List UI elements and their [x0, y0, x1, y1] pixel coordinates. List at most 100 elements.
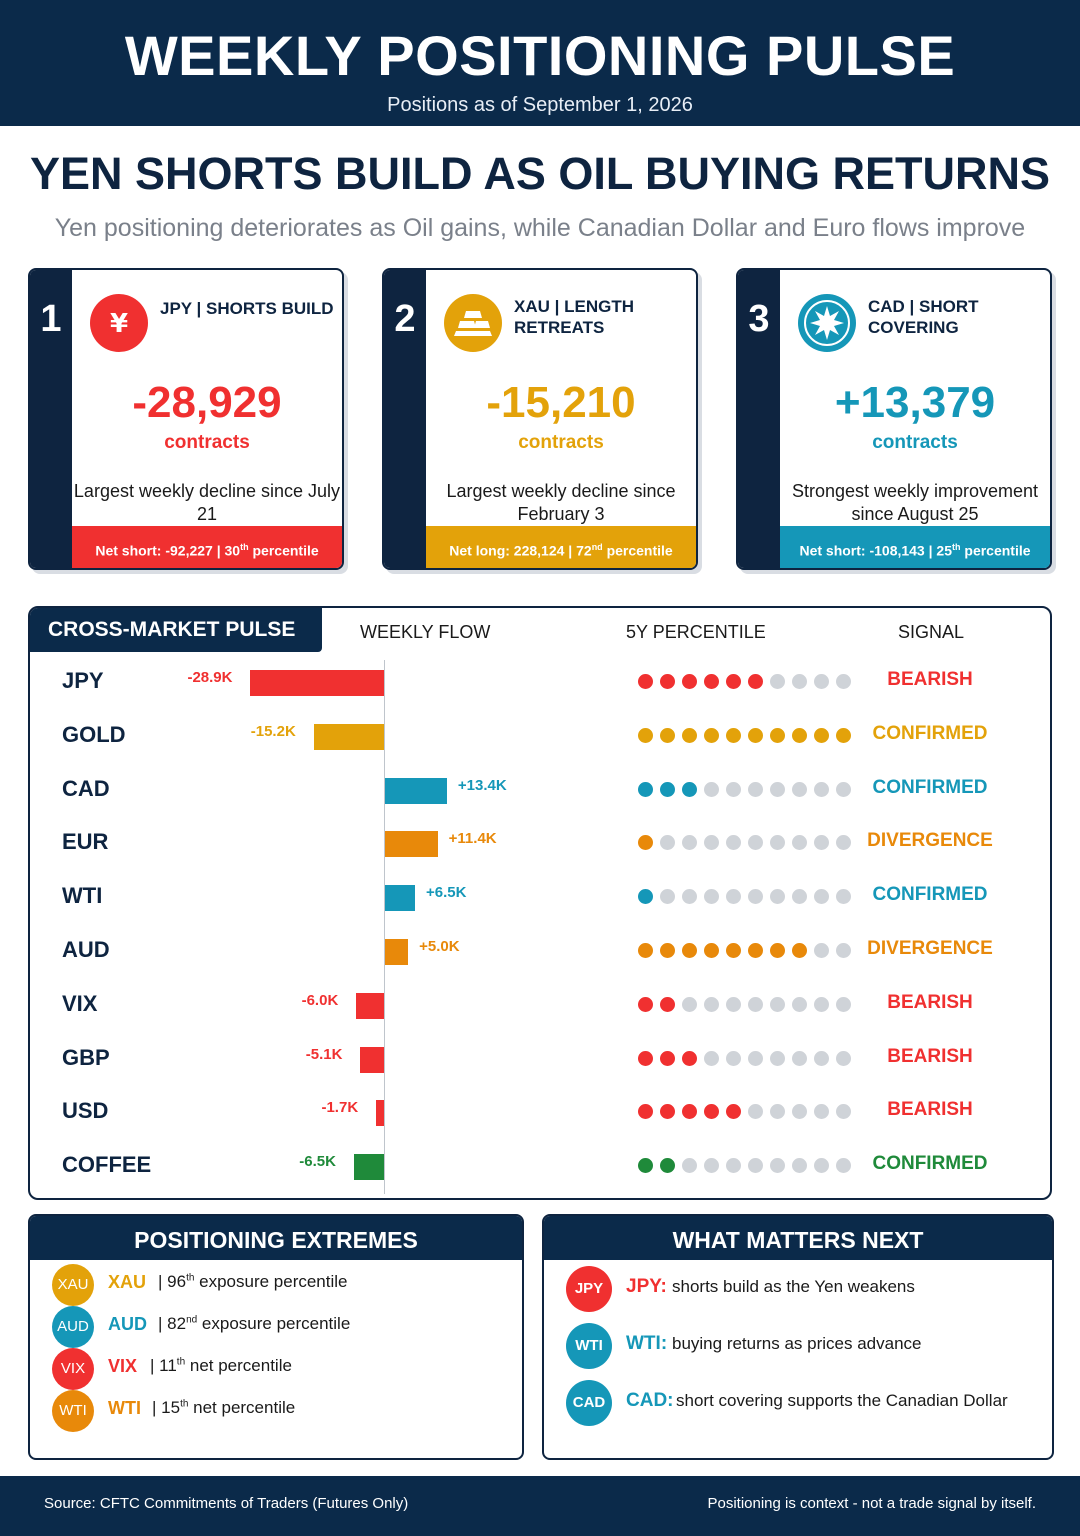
flow-label: -6.0K: [301, 991, 339, 1009]
percentile-dot-filled: [638, 835, 653, 851]
percentile-dot-filled: [638, 1050, 653, 1066]
page-footer: Source: CFTC Commitments of Traders (Fut…: [0, 1476, 1080, 1536]
percentile-dot-filled: [726, 674, 741, 689]
flow-bar: [385, 939, 409, 965]
percentile-dot-empty: [814, 943, 829, 958]
flow-bar: [356, 992, 384, 1019]
percentile-dot-empty: [726, 889, 741, 905]
percentile-dot-empty: [836, 1158, 851, 1174]
percentile-dot-filled: [726, 727, 741, 743]
percentile-dot-empty: [748, 889, 763, 905]
percentile-dot-filled: [638, 727, 653, 743]
percentile-dot-empty: [770, 996, 785, 1012]
percentile-dot-filled: [638, 996, 653, 1012]
market-name: GBP: [62, 1044, 110, 1070]
percentile-dot-empty: [792, 1050, 807, 1066]
col-signal: SIGNAL: [898, 622, 965, 642]
percentile-dot-empty: [704, 1158, 719, 1174]
percentile-dot-empty: [748, 1050, 763, 1066]
percentile-dot-filled: [660, 1158, 675, 1174]
cross-market-panel: CROSS-MARKET PULSE WEEKLY FLOW 5Y PERCEN…: [28, 606, 1052, 1200]
market-code: WTI: [108, 1398, 141, 1418]
percentile-dot-empty: [814, 1158, 829, 1174]
percentile-dot-empty: [704, 835, 719, 851]
percentile-dot-empty: [682, 996, 697, 1012]
percentile-dot-empty: [660, 835, 675, 851]
headline: YEN SHORTS BUILD AS OIL BUYING RETURNS: [29, 148, 1051, 199]
percentile-dot-filled: [704, 727, 719, 743]
extreme-detail: | 96th exposure percentile: [158, 1272, 348, 1291]
market-badge: XAU: [52, 1264, 94, 1306]
percentile-dot-empty: [792, 674, 807, 689]
percentile-dot-empty: [660, 889, 675, 905]
signal-label: BEARISH: [887, 1045, 973, 1067]
card-value: -15,210: [486, 378, 636, 427]
percentile-dot-empty: [704, 889, 719, 905]
percentile-dot-empty: [748, 1158, 763, 1174]
flow-bar: [313, 723, 384, 750]
card-description: Largest weekly decline since July 21: [73, 481, 341, 524]
percentile-dot-empty: [770, 1158, 785, 1174]
market-name: EUR: [62, 829, 109, 855]
extreme-detail: | 11th net percentile: [150, 1356, 292, 1375]
market-code: VIX: [108, 1356, 138, 1376]
percentile-dot-empty: [704, 996, 719, 1012]
percentile-dot-empty: [814, 835, 829, 851]
market-name: JPY: [62, 668, 104, 693]
percentile-dot-filled: [660, 674, 675, 689]
card-label: CAD | SHORT COVERING: [868, 297, 979, 337]
yen-icon: ¥: [90, 294, 148, 352]
market-name: AUD: [62, 937, 110, 962]
market-code: AUD: [108, 1314, 147, 1334]
percentile-dot-empty: [836, 889, 851, 905]
next-detail: short covering supports the Canadian Dol…: [676, 1391, 1008, 1410]
flow-label: -6.5K: [299, 1153, 336, 1171]
card-value: -28,929: [132, 378, 282, 427]
percentile-dot-empty: [814, 1104, 829, 1120]
market-badge: WTI: [566, 1323, 612, 1369]
col-5y-percentile: 5Y PERCENTILE: [626, 622, 766, 642]
percentile-dot-filled: [726, 1104, 741, 1120]
percentile-dot-filled: [660, 1104, 675, 1120]
table-row: GBP -5.1K BEARISH: [30, 1033, 1050, 1087]
percentile-dot-empty: [726, 1050, 741, 1066]
percentile-dot-empty: [792, 835, 807, 851]
card-jpy: 1 ¥ JPY | SHORTS BUILD -28,929 contracts…: [28, 268, 344, 570]
card-label: JPY | SHORTS BUILD: [160, 299, 334, 318]
percentile-dot-filled: [682, 781, 697, 797]
percentile-dot-empty: [704, 1050, 719, 1066]
page-title: WEEKLY POSITIONING PULSE: [124, 24, 956, 87]
table-row: GOLD -15.2K CONFIRMED: [30, 710, 1050, 764]
percentile-dot-empty: [836, 943, 851, 958]
positioning-extremes-box: POSITIONING EXTREMES XAU XAU | 96th exposu…: [28, 1214, 524, 1460]
extreme-detail: | 82nd exposure percentile: [158, 1314, 351, 1333]
percentile-dot-filled: [682, 674, 697, 689]
percentile-dot-filled: [770, 727, 785, 743]
percentile-dot-filled: [660, 943, 675, 958]
market-name: CAD: [62, 775, 110, 801]
flow-label: +6.5K: [426, 884, 467, 902]
market-name: COFFEE: [62, 1152, 152, 1178]
table-row: AUD +5.0K DIVERGENCE: [30, 925, 1050, 979]
market-name: USD: [62, 1098, 109, 1124]
market-badge: AUD: [52, 1306, 94, 1348]
market-code: WTI:: [626, 1333, 668, 1354]
percentile-dot-filled: [682, 1104, 697, 1120]
percentile-dot-empty: [726, 1158, 741, 1174]
market-code: CAD:: [626, 1390, 674, 1411]
card-number: 2: [384, 270, 426, 568]
market-name: WTI: [62, 883, 103, 909]
percentile-dot-empty: [836, 996, 851, 1012]
box-title: WHAT MATTERS NEXT: [544, 1216, 1052, 1260]
source-note: Source: CFTC Commitments of Traders (Fut…: [44, 1495, 409, 1512]
flow-label: -1.7K: [321, 1099, 359, 1117]
card-number: 1: [30, 270, 72, 568]
table-row: EUR +11.4K DIVERGENCE: [30, 817, 1050, 871]
signal-label: CONFIRMED: [872, 884, 988, 906]
percentile-dot-empty: [748, 781, 763, 797]
card-footer: Net short: -108,143 | 25th percentile: [780, 526, 1050, 568]
panel-title: CROSS-MARKET PULSE: [30, 608, 322, 652]
percentile-dot-filled: [704, 674, 719, 689]
flow-bar: [385, 885, 416, 912]
signal-label: CONFIRMED: [872, 722, 988, 744]
